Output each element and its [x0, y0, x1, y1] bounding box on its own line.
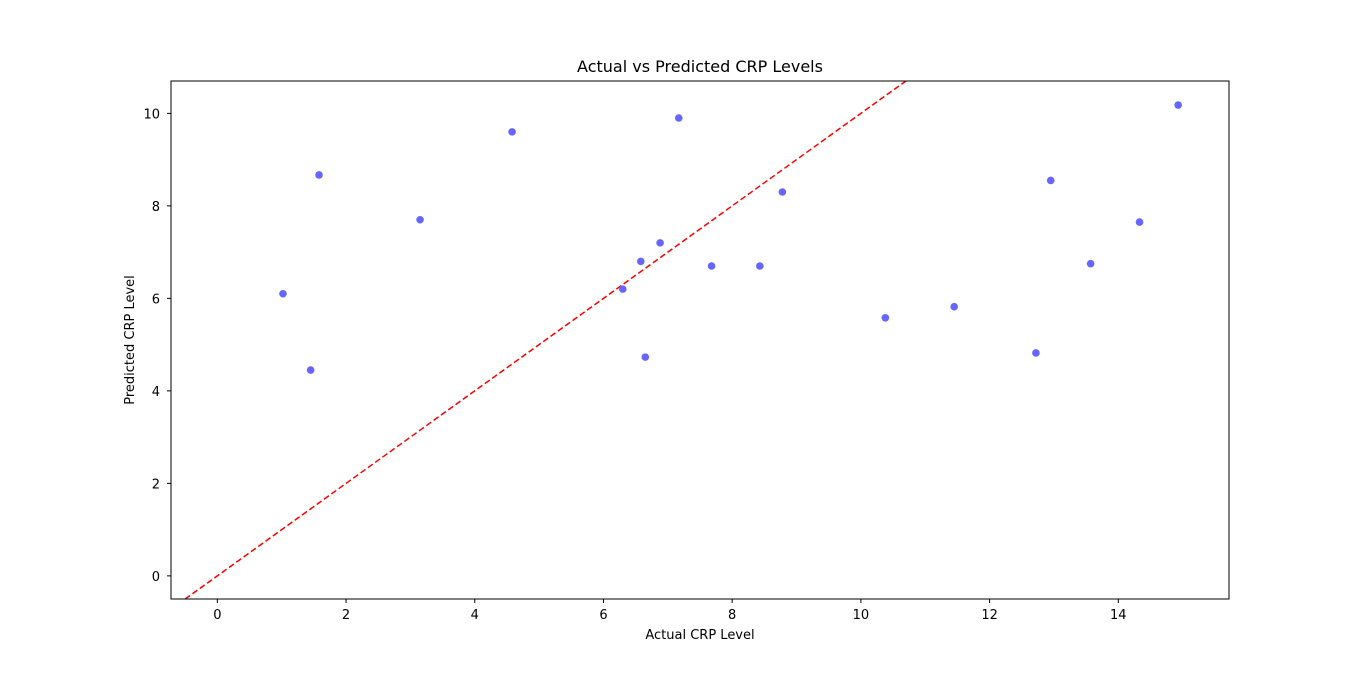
data-point	[950, 302, 959, 311]
data-point	[881, 314, 890, 322]
data-point	[416, 215, 424, 224]
data-point	[1174, 101, 1182, 109]
x-tick-label: 8	[728, 608, 736, 623]
y-tick-label: 2	[152, 477, 160, 492]
y-tick-label: 8	[152, 200, 160, 215]
chart-title: Actual vs Predicted CRP Levels	[577, 57, 823, 76]
y-tick-label: 4	[152, 385, 160, 400]
data-point	[1046, 176, 1055, 185]
data-point	[618, 285, 627, 293]
data-point	[656, 239, 664, 247]
x-tick-label: 2	[342, 608, 350, 623]
y-tick-label: 6	[152, 292, 160, 307]
data-point	[306, 366, 315, 374]
data-point	[508, 128, 516, 136]
y-axis: 0 2 4 6 8 10	[143, 107, 171, 585]
y-tick-label: 0	[152, 570, 160, 585]
data-point	[778, 188, 787, 196]
data-point	[641, 353, 650, 361]
plot-frame	[170, 80, 1230, 600]
data-point	[315, 171, 323, 179]
x-tick-label: 4	[471, 608, 479, 623]
x-tick-label: 14	[1110, 608, 1127, 623]
data-point	[1032, 349, 1040, 357]
data-point	[279, 289, 287, 298]
x-tick-label: 6	[599, 608, 607, 623]
y-tick-label: 10	[143, 107, 160, 122]
data-point	[674, 114, 683, 122]
y-axis-label: Predicted CRP Level	[123, 275, 138, 405]
x-tick-label: 0	[213, 608, 221, 623]
x-tick-label: 12	[981, 608, 998, 623]
x-axis: 0 2 4 6 8 10 12 14	[213, 599, 1127, 623]
x-axis-label: Actual CRP Level	[645, 628, 754, 643]
data-point	[756, 262, 764, 270]
data-point	[1135, 218, 1144, 226]
data-point	[636, 257, 645, 266]
data-point	[707, 262, 716, 270]
plot-area	[184, 81, 1182, 599]
reference-line	[184, 81, 907, 599]
x-tick-label: 10	[853, 608, 870, 623]
data-point	[1086, 259, 1095, 268]
